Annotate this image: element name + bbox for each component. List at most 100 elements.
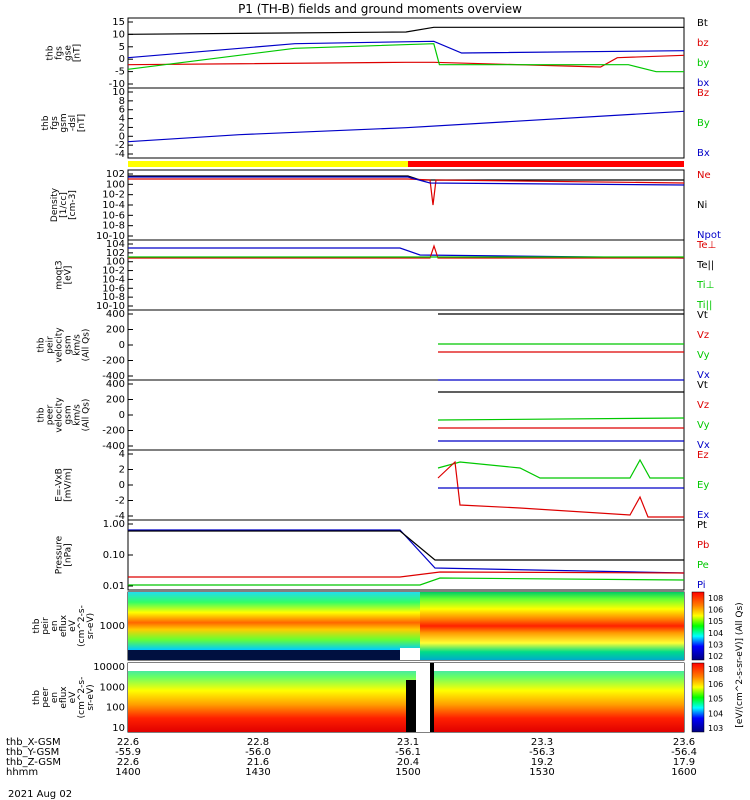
y-tick-label: 10-8 (102, 292, 125, 303)
xaxis-value: -56.1 (395, 747, 421, 758)
colorbar-tick: 102 (708, 652, 723, 661)
legend-bz: bz (697, 38, 709, 49)
y-tick-label: 102 (106, 169, 125, 180)
y-axis-label: thb (32, 690, 42, 705)
legend-ne: Ne (697, 170, 711, 181)
state-bar-red (408, 161, 684, 167)
y-axis-label: thb (46, 45, 56, 60)
y-tick-label: -10 (109, 79, 125, 90)
y-axis-label: [cm-3] (68, 190, 78, 220)
y-axis-label: fgs (55, 46, 65, 60)
peer-spectrogram (128, 663, 684, 732)
series-bx (127, 40, 685, 59)
trace-te (128, 244, 684, 259)
legend-ti: Ti⊥ (696, 280, 714, 291)
y-tick-label: 10-10 (96, 301, 125, 312)
legend-pb: Pb (697, 540, 709, 551)
y-axis-label: [1/cc] (59, 192, 69, 218)
colorbar-ion (691, 591, 705, 661)
xaxis-value: -56.3 (529, 747, 555, 758)
trace-peer-vy (437, 417, 685, 421)
y-tick-label: 400 (106, 379, 125, 390)
trace-ey (437, 458, 684, 479)
y-tick-label: 10-8 (102, 221, 125, 232)
legend-ti: Ti|| (696, 300, 712, 311)
y-tick-label: 10-4 (102, 200, 125, 211)
series-bt (127, 26, 684, 35)
legend-ni: Ni (697, 200, 707, 211)
y-tick-label: 400 (106, 309, 125, 320)
y-axis-label: eflux (59, 614, 69, 637)
y-axis-label: peer (46, 404, 56, 425)
legend-ez: Ez (697, 450, 709, 461)
y-tick-label: 10-6 (102, 283, 125, 294)
y-axis-label: eV (68, 691, 78, 704)
legend-vz: Vz (697, 330, 709, 341)
y-axis-label: eV (68, 619, 78, 632)
y-tick-label: 10 (112, 87, 125, 98)
y-tick-label: 100 (106, 703, 125, 714)
y-tick-label: -200 (102, 426, 125, 437)
trace-ne (128, 178, 685, 206)
y-tick-label: 0 (119, 340, 125, 351)
y-tick-label: -200 (102, 356, 125, 367)
xaxis-value: 22.6 (117, 737, 139, 748)
legend-ey: Ey (697, 480, 709, 491)
legend-bt: Bt (697, 18, 708, 29)
y-axis-label: velocity (55, 327, 65, 363)
legend-vt: Vt (697, 380, 708, 391)
y-tick-label: 15 (112, 17, 125, 28)
xaxis-value: 20.4 (397, 757, 419, 768)
y-axis-label: [nT] (77, 114, 87, 132)
y-axis-label: (cm^2-s- (77, 677, 87, 719)
legend-by: By (697, 118, 710, 129)
y-tick-label: -400 (102, 441, 125, 452)
y-tick-label: 0.10 (103, 550, 125, 561)
xaxis-value: 17.9 (673, 757, 695, 768)
legend-pe: Pe (697, 560, 709, 571)
legend-vx: Vx (697, 440, 710, 451)
colorbar-tick: 105 (708, 617, 723, 626)
xaxis-value: 1400 (115, 767, 140, 778)
y-axis-label: moqt3 (55, 260, 65, 289)
legend-te: Te⊥ (696, 240, 716, 251)
y-axis-label: peir (46, 336, 56, 354)
trace-pe (128, 577, 685, 586)
xaxis-row-label: hhmm (6, 767, 38, 778)
y-axis-label: gsm (64, 405, 74, 424)
y-axis-label: (All Qs) (82, 399, 92, 432)
y-axis-label: thb (41, 115, 51, 130)
legend-vy: Vy (697, 350, 710, 361)
y-tick-label: -2 (115, 496, 125, 507)
panel-frame (127, 449, 685, 521)
legend-te: Te|| (696, 260, 714, 271)
y-axis-label: sr-eV) (86, 684, 96, 710)
y-axis-label: [eV] (64, 266, 74, 285)
peir-spectrogram (128, 592, 684, 660)
y-axis-label: sr-eV) (86, 613, 96, 639)
trace-pi (128, 529, 685, 574)
y-axis-label: thb (37, 407, 47, 422)
trace-pb (128, 571, 685, 578)
xaxis-value: 23.1 (397, 737, 419, 748)
colorbar-tick: 106 (708, 680, 723, 689)
y-tick-label: -400 (102, 371, 125, 382)
y-axis-label: -dsl (68, 115, 78, 131)
panel-frame (127, 379, 685, 451)
series-by (127, 43, 684, 73)
xaxis-value: 22.6 (117, 757, 139, 768)
panel-frame (127, 87, 685, 159)
legend-pt: Pt (697, 520, 707, 531)
xaxis-value: 1530 (529, 767, 554, 778)
trace-pt (128, 530, 684, 561)
y-axis-label: (cm^2-s- (77, 605, 87, 647)
y-tick-label: 8 (119, 96, 125, 107)
y-tick-label: 4 (119, 114, 125, 125)
xaxis-value: -56.4 (671, 747, 697, 758)
y-tick-label: 0.01 (103, 581, 125, 592)
date-label: 2021 Aug 02 (8, 789, 72, 800)
y-axis-label: km/s (73, 404, 83, 426)
